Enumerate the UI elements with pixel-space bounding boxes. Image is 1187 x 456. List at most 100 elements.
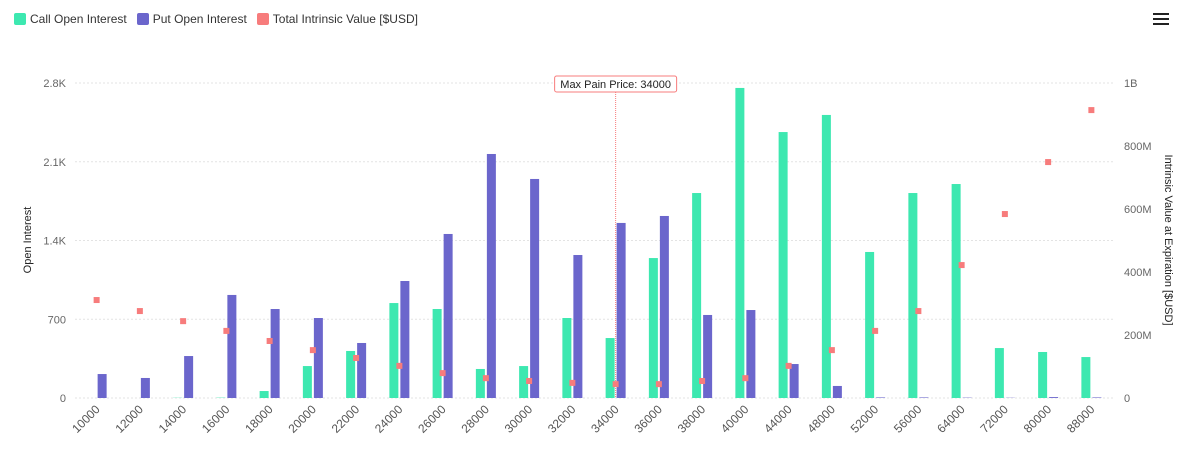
call-bar [346, 350, 356, 398]
put-bar [616, 222, 626, 398]
put-bar [1092, 397, 1102, 398]
call-bar [778, 132, 788, 399]
intrinsic-point [655, 381, 662, 388]
put-bar [876, 397, 886, 398]
put-bar [659, 215, 669, 398]
intrinsic-point [223, 327, 230, 334]
intrinsic-point [180, 318, 187, 325]
y-left-tick-label: 2.1K [43, 157, 66, 169]
x-tick-label: 72000 [977, 402, 1011, 436]
x-tick-label: 80000 [1021, 402, 1055, 436]
intrinsic-point [828, 347, 835, 354]
y-left-axis-title: Open Interest [22, 207, 34, 274]
x-tick-label: 44000 [761, 402, 795, 436]
call-bar [519, 366, 529, 398]
intrinsic-point [1045, 159, 1052, 166]
put-bar [184, 356, 194, 398]
x-tick-label: 34000 [588, 402, 622, 436]
x-tick-label: 56000 [891, 402, 925, 436]
x-tick-label: 32000 [545, 402, 579, 436]
x-tick-label: 14000 [156, 402, 190, 436]
put-bar [703, 314, 713, 398]
max-pain-label-box [554, 75, 678, 93]
legend-item-put[interactable]: Put Open Interest [136, 12, 247, 26]
put-bar [400, 281, 410, 398]
put-bar [227, 294, 237, 398]
x-tick-label: 24000 [372, 402, 406, 436]
x-tick-label: 48000 [804, 402, 838, 436]
legend-label: Total Intrinsic Value [$USD] [272, 12, 418, 26]
y-left-tick-label: 700 [48, 314, 66, 326]
intrinsic-point [569, 379, 576, 386]
legend-label: Put Open Interest [152, 12, 247, 26]
call-bar [302, 366, 312, 398]
call-bar [865, 251, 875, 398]
call-bar [475, 368, 485, 398]
call-bar [1081, 357, 1091, 398]
call-bar [1038, 351, 1048, 398]
intrinsic-point [396, 362, 403, 369]
put-swatch-icon [136, 13, 149, 25]
legend-item-intrinsic[interactable]: Total Intrinsic Value [$USD] [256, 12, 418, 26]
intrinsic-point [915, 308, 922, 315]
put-bar [313, 318, 323, 398]
put-bar [573, 255, 583, 398]
legend-item-call[interactable]: Call Open Interest [14, 12, 127, 26]
intrinsic-point [742, 375, 749, 382]
x-tick-label: 26000 [415, 402, 449, 436]
x-tick-label: 64000 [934, 402, 968, 436]
put-bar [443, 233, 453, 398]
max-pain-label: Max Pain Price: 34000 [560, 79, 671, 91]
call-bar [735, 87, 745, 398]
intrinsic-point [1001, 211, 1008, 218]
intrinsic-point [93, 297, 100, 304]
y-right-tick-label: 200M [1124, 330, 1152, 342]
legend: Call Open Interest Put Open Interest Tot… [14, 12, 418, 26]
x-tick-label: 28000 [458, 402, 492, 436]
intrinsic-point [353, 354, 360, 361]
put-bar [789, 364, 799, 398]
intrinsic-point [1088, 107, 1095, 114]
intrinsic-point [439, 370, 446, 377]
y-right-tick-label: 800M [1124, 141, 1152, 153]
x-tick-label: 16000 [199, 402, 233, 436]
call-bar [821, 114, 831, 398]
y-right-tick-label: 400M [1124, 267, 1152, 279]
put-bar [832, 385, 842, 398]
hamburger-menu-icon[interactable] [1153, 10, 1169, 28]
intrinsic-swatch-icon [256, 13, 269, 25]
intrinsic-point [266, 337, 273, 344]
call-bar [562, 318, 572, 398]
y-left-tick-label: 0 [60, 393, 66, 405]
y-left-tick-label: 2.8K [43, 78, 66, 90]
intrinsic-point [872, 327, 879, 334]
put-bar [530, 178, 540, 398]
x-tick-label: 10000 [69, 402, 103, 436]
call-bar [389, 303, 399, 398]
x-tick-label: 30000 [502, 402, 536, 436]
intrinsic-point [309, 347, 316, 354]
call-bar [432, 309, 442, 398]
x-tick-label: 52000 [848, 402, 882, 436]
x-tick-label: 18000 [242, 402, 276, 436]
x-tick-label: 20000 [285, 402, 319, 436]
intrinsic-point [136, 308, 143, 315]
x-tick-label: 88000 [1064, 402, 1098, 436]
y-right-tick-label: 0 [1124, 393, 1130, 405]
x-tick-label: 38000 [675, 402, 709, 436]
put-bar [357, 342, 367, 398]
y-right-tick-label: 600M [1124, 204, 1152, 216]
intrinsic-point [482, 375, 489, 382]
put-bar [919, 397, 929, 398]
put-bar [140, 377, 150, 398]
put-bar [746, 310, 756, 398]
y-left-tick-label: 1.4K [43, 236, 66, 248]
intrinsic-point [612, 381, 619, 388]
x-tick-label: 22000 [329, 402, 363, 436]
y-right-tick-label: 1B [1124, 78, 1137, 90]
x-tick-label: 40000 [718, 402, 752, 436]
call-bar [994, 348, 1004, 398]
put-bar [97, 374, 107, 398]
call-bar [692, 193, 702, 398]
